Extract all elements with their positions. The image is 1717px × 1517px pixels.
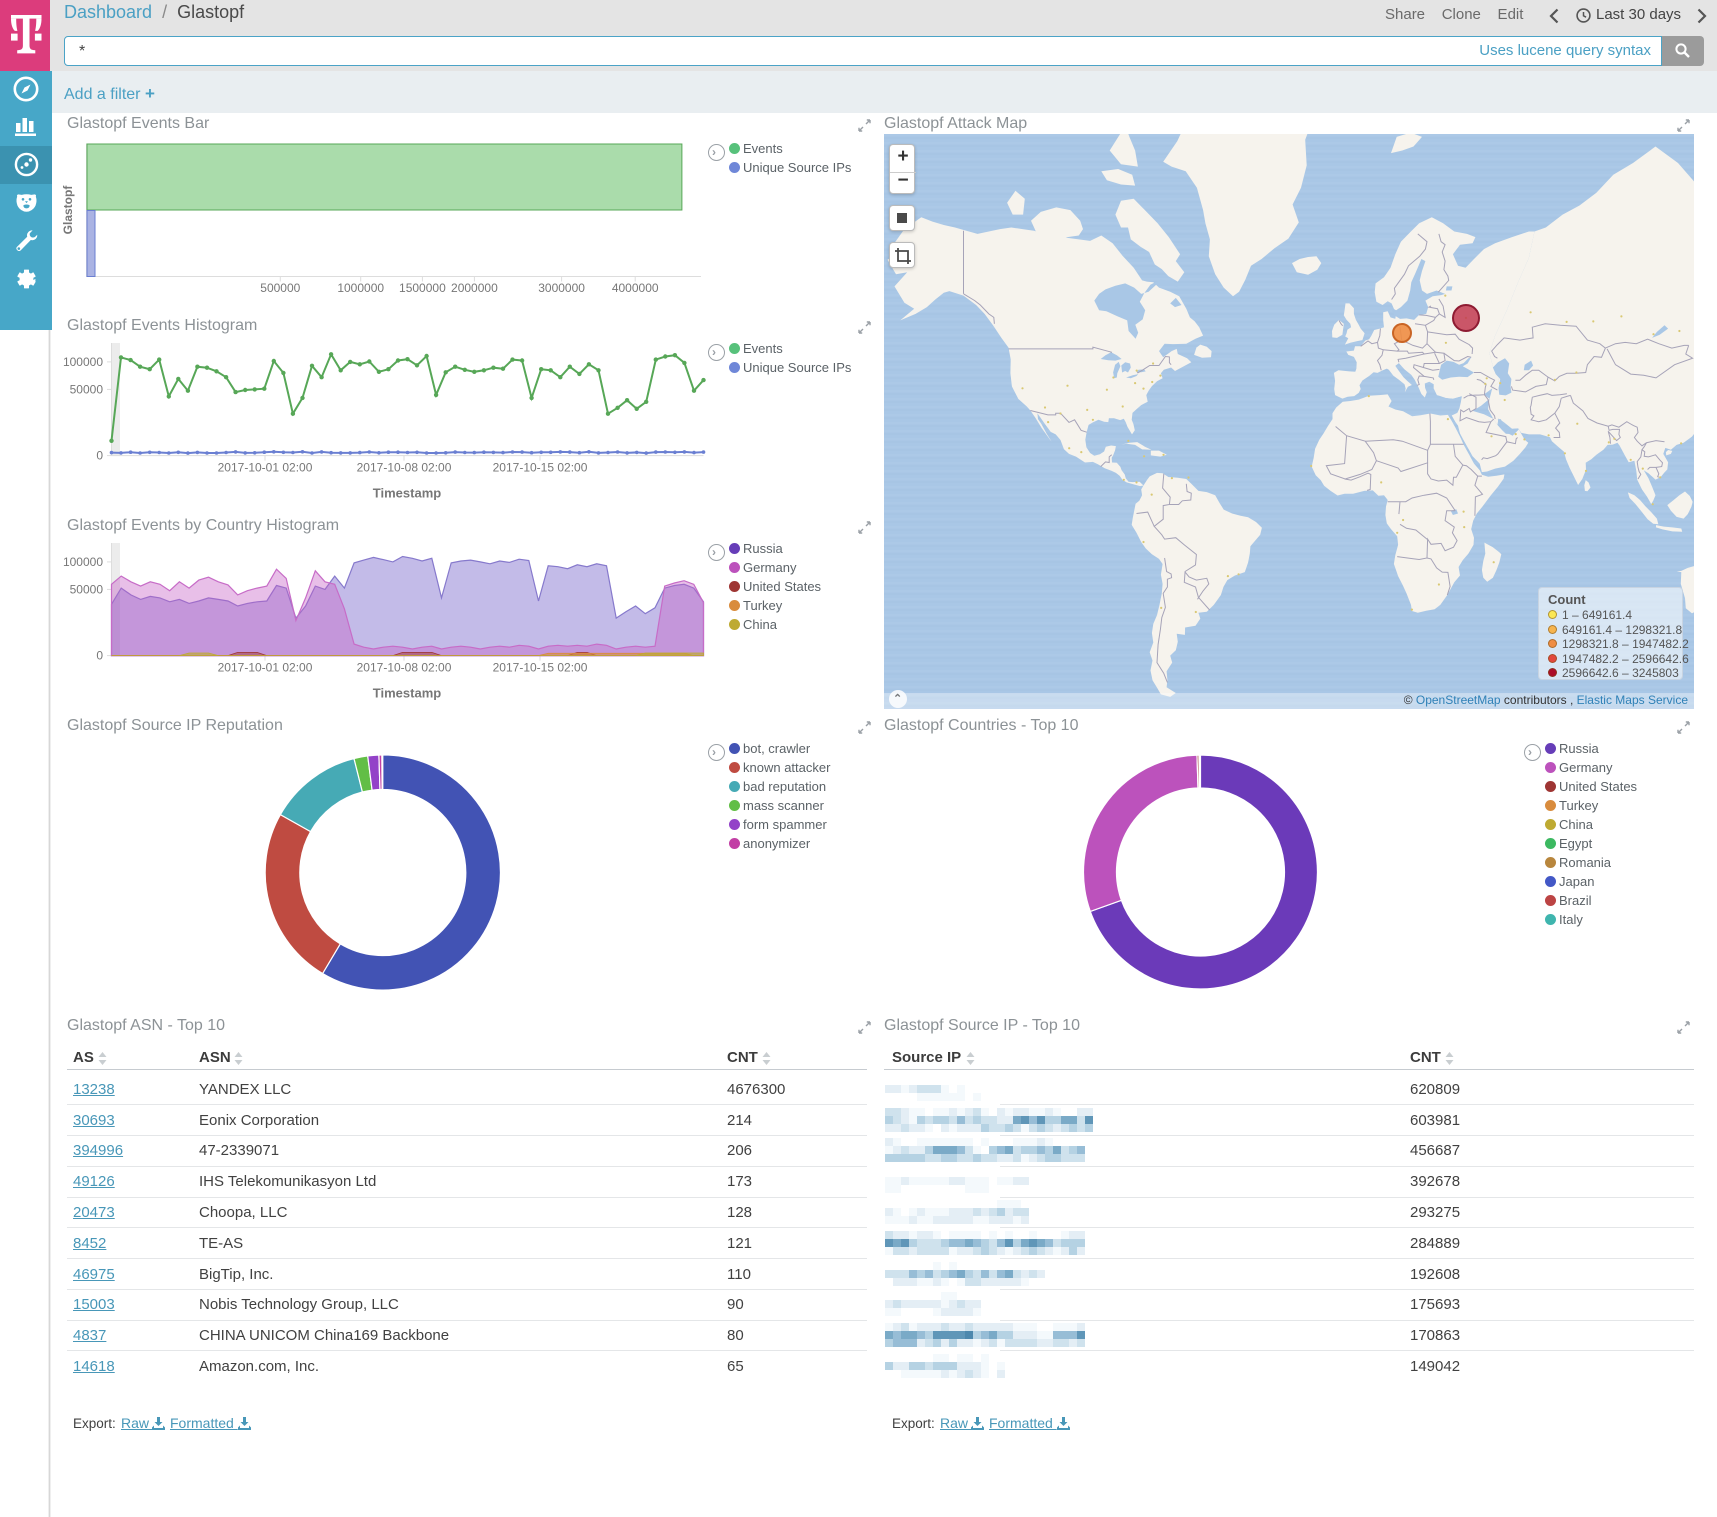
svg-text:4000000: 4000000 — [612, 281, 659, 295]
svg-text:0: 0 — [96, 649, 103, 663]
svg-text:Glastopf: Glastopf — [61, 185, 75, 235]
svg-text:0: 0 — [96, 449, 103, 463]
svg-text:3000000: 3000000 — [538, 281, 585, 295]
svg-text:2017-10-01 02:00: 2017-10-01 02:00 — [218, 461, 313, 475]
svg-text:2017-10-15 02:00: 2017-10-15 02:00 — [493, 661, 588, 675]
svg-text:50000: 50000 — [70, 582, 104, 596]
svg-text:500000: 500000 — [260, 281, 300, 295]
svg-text:Timestamp: Timestamp — [373, 486, 441, 501]
svg-text:Timestamp: Timestamp — [373, 686, 441, 701]
svg-text:100000: 100000 — [63, 355, 103, 369]
svg-text:1000000: 1000000 — [337, 281, 384, 295]
svg-text:100000: 100000 — [63, 555, 103, 569]
svg-text:2017-10-01 02:00: 2017-10-01 02:00 — [218, 661, 313, 675]
svg-text:2017-10-08 02:00: 2017-10-08 02:00 — [357, 661, 452, 675]
svg-text:2000000: 2000000 — [451, 281, 498, 295]
svg-text:2017-10-15 02:00: 2017-10-15 02:00 — [493, 461, 588, 475]
svg-text:2017-10-08 02:00: 2017-10-08 02:00 — [357, 461, 452, 475]
svg-text:1500000: 1500000 — [399, 281, 446, 295]
svg-text:50000: 50000 — [70, 382, 104, 396]
